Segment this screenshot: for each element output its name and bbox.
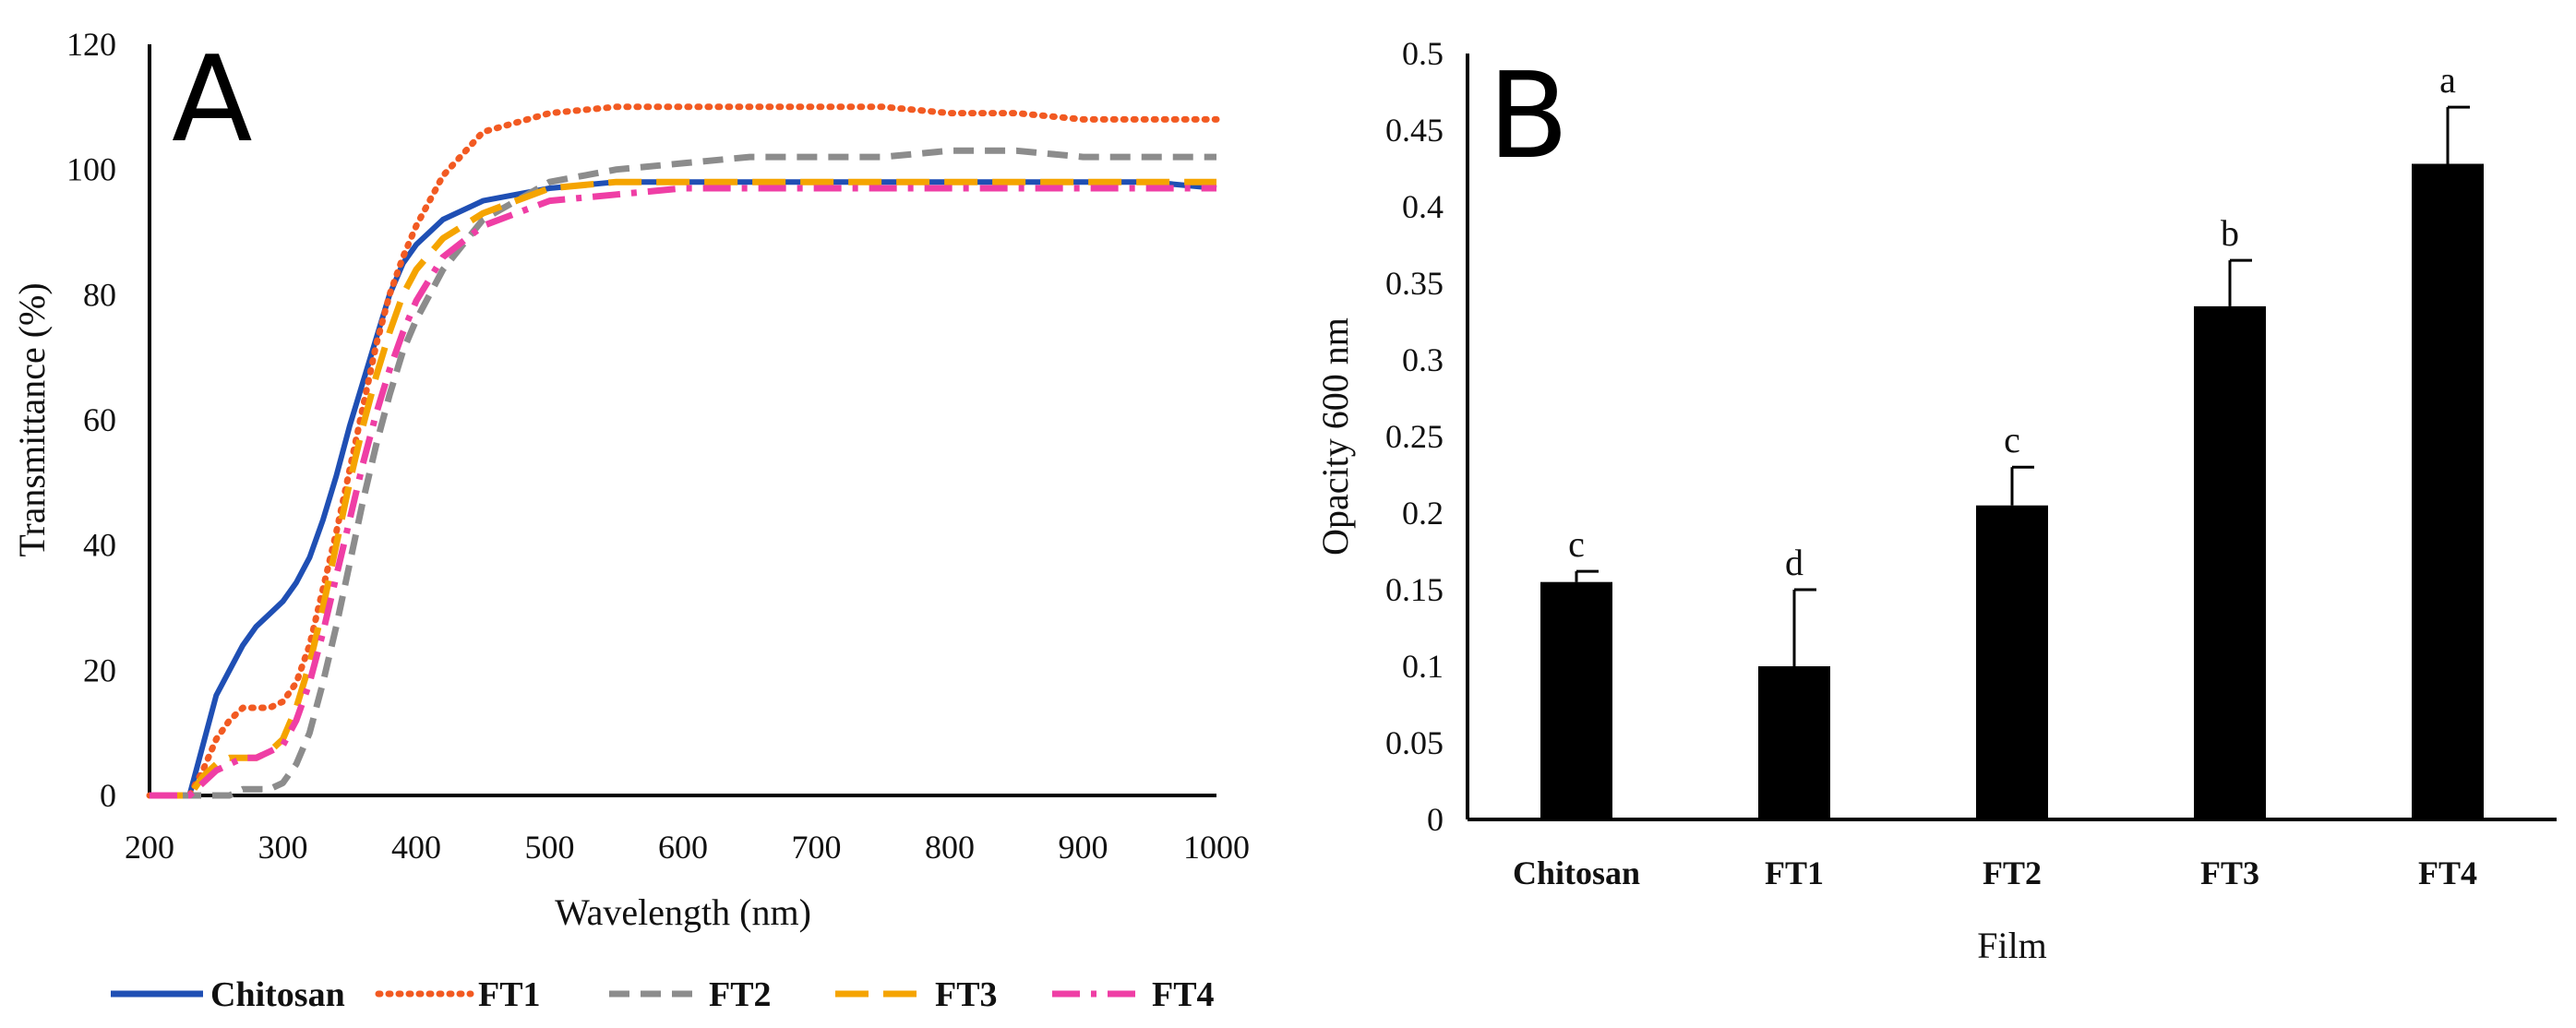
y-tick-label: 0.3 (1402, 341, 1444, 378)
panel-b-bar-chart: 0 0.05 0.1 0.15 0.2 0.25 0.3 0.35 0.4 0.45 0.5 c Chi… (1314, 35, 2557, 966)
x-tick-label: 900 (1059, 829, 1108, 866)
series-line-ft3 (150, 178, 1216, 799)
legend-label-chitosan: Chitosan (210, 975, 345, 1014)
y-axis-title: Transmittance (%) (11, 282, 53, 556)
y-tick-label: 0.35 (1385, 265, 1444, 302)
x-tick-label: FT1 (1765, 855, 1824, 891)
y-tick-label: 60 (83, 401, 116, 438)
y-axis-title: Opacity 600 nm (1314, 317, 1356, 556)
y-tick-label: 0.15 (1385, 571, 1444, 608)
bar-ft4 (2412, 163, 2484, 819)
series-line-ft2 (150, 147, 1216, 799)
y-tick-label: 0.05 (1385, 724, 1444, 761)
y-tick-label: 100 (66, 151, 116, 188)
y-tick-label: 0.5 (1402, 35, 1444, 72)
x-tick-label: FT2 (1983, 855, 2042, 891)
y-tick-label: 0.4 (1402, 188, 1444, 225)
y-tick-label: 0.45 (1385, 112, 1444, 149)
x-tick-label: 800 (925, 829, 975, 866)
panel-a-line-chart: 0 20 40 60 80 100 120 200 300 400 500 600 700 800 900 1… (11, 26, 1250, 1014)
x-tick-label: 700 (792, 829, 842, 866)
significance-letter-ft3: b (2221, 212, 2239, 254)
significance-letter-ft1: d (1785, 542, 1803, 583)
legend-label-ft2: FT2 (709, 975, 772, 1014)
panel-label-a: A (172, 31, 253, 169)
x-tick-label: 500 (525, 829, 575, 866)
y-tick-label: 20 (83, 651, 116, 688)
significance-letter-chitosan: c (1568, 523, 1585, 565)
y-tick-label: 0 (1427, 801, 1444, 838)
y-tick-label: 40 (83, 527, 116, 564)
panel-label-b: B (1488, 48, 1569, 185)
y-tick-label: 0.25 (1385, 418, 1444, 455)
y-tick-label: 0 (100, 777, 116, 814)
x-tick-label: 400 (391, 829, 441, 866)
y-tick-label: 80 (83, 276, 116, 313)
series-line-ft4 (150, 185, 1216, 799)
y-tick-label: 120 (66, 26, 116, 63)
x-tick-label: 1000 (1183, 829, 1250, 866)
y-tick-label: 0.2 (1402, 495, 1444, 532)
significance-letter-ft2: c (2004, 419, 2020, 460)
legend-label-ft1: FT1 (478, 975, 541, 1014)
x-tick-label: FT4 (2418, 855, 2477, 891)
series-line-ft1 (146, 103, 1220, 799)
bar-ft2 (1976, 505, 2048, 819)
x-tick-label: 300 (258, 829, 308, 866)
bar-chitosan (1540, 581, 1612, 819)
legend-label-ft3: FT3 (935, 975, 998, 1014)
x-tick-label: FT3 (2200, 855, 2259, 891)
series-line-chitosan (150, 179, 1217, 798)
bar-ft3 (2194, 305, 2266, 819)
y-tick-label: 0.1 (1402, 648, 1444, 685)
bar-ft1 (1758, 666, 1830, 819)
x-axis-title: Film (1977, 925, 2047, 966)
significance-letter-ft4: a (2439, 59, 2456, 101)
legend-label-ft4: FT4 (1152, 975, 1215, 1014)
x-axis-title: Wavelength (nm) (555, 891, 811, 933)
x-tick-label: Chitosan (1513, 855, 1640, 891)
x-tick-label: 600 (658, 829, 708, 866)
x-tick-label: 200 (125, 829, 174, 866)
